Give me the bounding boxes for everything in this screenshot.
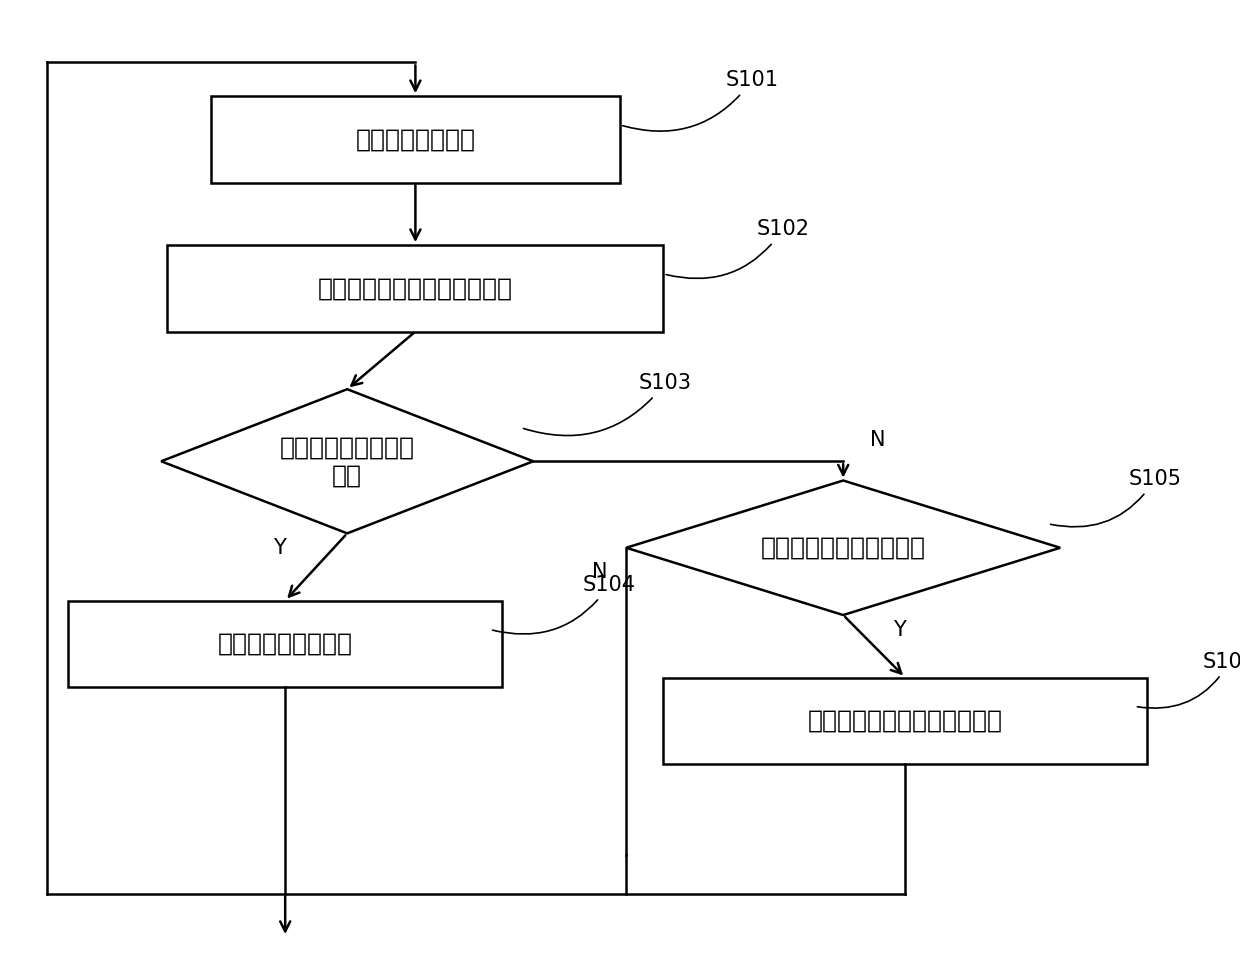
Bar xyxy=(663,678,1147,764)
Text: S104: S104 xyxy=(492,575,636,634)
Text: S106: S106 xyxy=(1137,652,1240,708)
Text: N: N xyxy=(593,562,608,582)
Text: 判断所述数据是否为键值: 判断所述数据是否为键值 xyxy=(760,536,926,559)
Bar xyxy=(211,96,620,183)
Polygon shape xyxy=(626,480,1060,615)
Text: Y: Y xyxy=(893,620,905,640)
Text: S103: S103 xyxy=(523,373,692,435)
Text: N: N xyxy=(870,430,887,450)
Text: 执行所述键值对应的按键指令: 执行所述键值对应的按键指令 xyxy=(807,709,1003,732)
Text: 验证所述数据是否为
密钥: 验证所述数据是否为 密钥 xyxy=(280,435,414,487)
Text: S102: S102 xyxy=(666,219,810,279)
Polygon shape xyxy=(161,389,533,533)
Text: Y: Y xyxy=(273,538,285,558)
Text: 定时检测触发命令: 定时检测触发命令 xyxy=(356,128,475,151)
Bar xyxy=(68,601,502,687)
Bar xyxy=(167,245,663,332)
Text: S101: S101 xyxy=(622,70,779,131)
Text: S105: S105 xyxy=(1050,469,1182,527)
Text: 当检测到触发命令后获取数据: 当检测到触发命令后获取数据 xyxy=(317,277,513,300)
Text: 读取并写入多个键值: 读取并写入多个键值 xyxy=(218,632,352,655)
